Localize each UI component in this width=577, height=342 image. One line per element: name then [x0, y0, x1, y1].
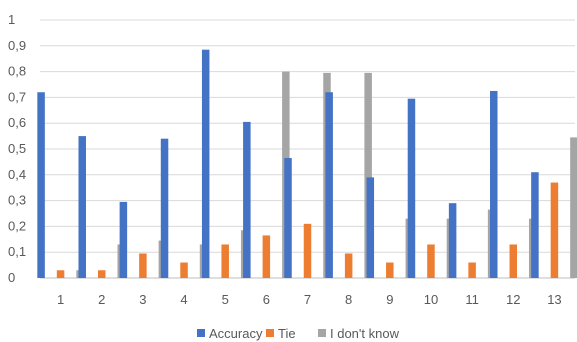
- bar-accuracy-8: [325, 92, 333, 279]
- bar-accuracy-11: [448, 203, 457, 278]
- x-tick-label: 5: [222, 292, 229, 307]
- bar-tie-5: [221, 244, 229, 278]
- bar-accuracy-12: [490, 90, 498, 278]
- y-axis-ticks: 0 0,1 0,2 0,3 0,4 0,5 0,6 0,7 0,8 0,9 1: [8, 12, 26, 285]
- bar-accuracy-1: [37, 92, 45, 279]
- bar-i-don-t-know-13: [570, 137, 577, 278]
- y-tick-label: 0: [8, 270, 15, 285]
- bar-tie-6: [262, 235, 271, 278]
- bar-accuracy-10: [407, 98, 416, 278]
- bar-tie-11: [468, 262, 476, 278]
- bar-tie-10: [427, 244, 435, 278]
- bar-accuracy-7: [284, 158, 292, 278]
- bar-accuracy-3: [119, 201, 128, 278]
- gridlines: [40, 19, 575, 279]
- bar-i-don-t-know-8: [364, 72, 372, 278]
- x-tick-label: 7: [304, 292, 311, 307]
- legend-label: Tie: [278, 326, 296, 341]
- legend-swatch: [266, 329, 274, 337]
- y-tick-label: 1: [8, 12, 15, 27]
- x-tick-label: 6: [263, 292, 270, 307]
- x-tick-label: 4: [180, 292, 187, 307]
- x-tick-label: 1: [57, 292, 64, 307]
- bar-tie-1: [56, 270, 65, 278]
- y-tick-label: 0,2: [8, 218, 26, 233]
- y-tick-label: 0,9: [8, 38, 26, 53]
- bar-tie-9: [386, 262, 394, 278]
- y-tick-label: 0,5: [8, 141, 26, 156]
- y-tick-label: 0,8: [8, 64, 26, 79]
- bar-accuracy-9: [366, 177, 375, 278]
- x-axis-ticks: 1 2 3 4 5 6 7 8 9 10 11 12 13: [57, 292, 562, 307]
- y-tick-label: 0,6: [8, 115, 26, 130]
- bar-accuracy-6: [243, 121, 251, 278]
- x-tick-label: 3: [139, 292, 146, 307]
- bar-tie-7: [303, 223, 312, 278]
- y-tick-label: 0,4: [8, 167, 26, 182]
- bar-tie-4: [180, 262, 188, 278]
- x-tick-label: 10: [424, 292, 438, 307]
- legend-label: Accuracy: [209, 326, 263, 341]
- bar-tie-3: [139, 253, 147, 278]
- bar-tie-13: [550, 182, 559, 278]
- bars: [37, 49, 577, 279]
- legend: Accuracy Tie I don't know: [197, 326, 400, 341]
- y-tick-label: 0,7: [8, 89, 26, 104]
- bar-accuracy-2: [78, 136, 86, 278]
- bar-tie-8: [344, 253, 353, 278]
- legend-swatch: [197, 329, 205, 337]
- x-tick-label: 9: [386, 292, 393, 307]
- y-tick-label: 0,3: [8, 193, 26, 208]
- x-tick-label: 8: [345, 292, 352, 307]
- legend-label: I don't know: [330, 326, 400, 341]
- x-tick-label: 12: [506, 292, 520, 307]
- y-tick-label: 0,1: [8, 244, 26, 259]
- bar-tie-2: [97, 270, 106, 278]
- bar-accuracy-4: [160, 138, 169, 278]
- bar-accuracy-13: [531, 172, 539, 278]
- bar-tie-12: [509, 244, 518, 278]
- x-tick-label: 2: [98, 292, 105, 307]
- bar-accuracy-5: [201, 49, 210, 278]
- x-tick-label: 11: [465, 292, 479, 307]
- x-tick-label: 13: [547, 292, 561, 307]
- legend-swatch: [318, 329, 326, 337]
